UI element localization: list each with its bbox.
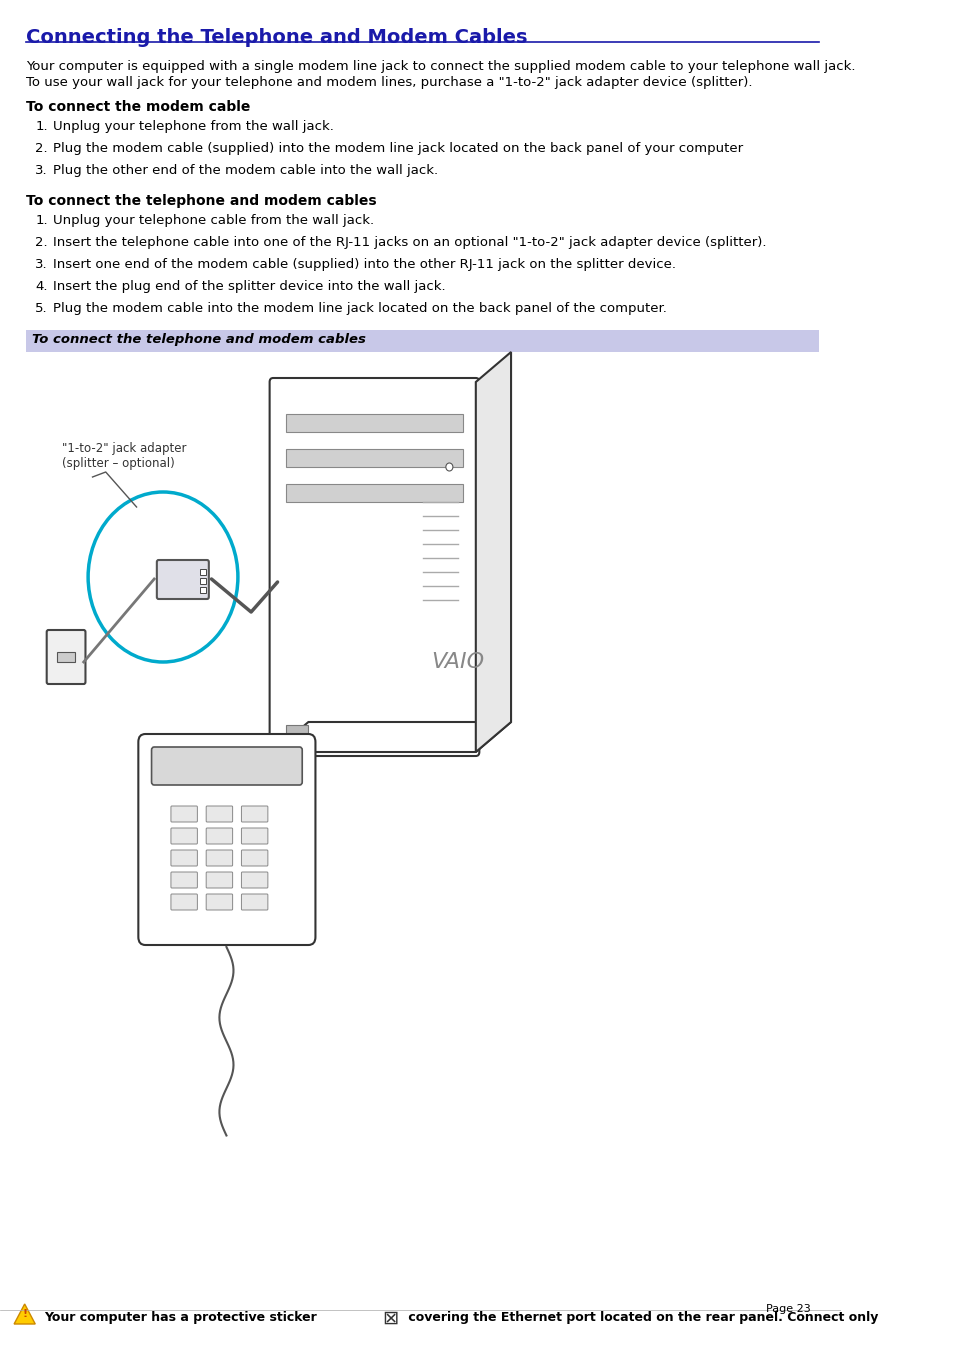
Polygon shape <box>14 1304 35 1324</box>
Bar <box>286 484 462 503</box>
Text: VAIO: VAIO <box>432 653 484 671</box>
Bar <box>200 578 206 584</box>
FancyBboxPatch shape <box>206 850 233 866</box>
FancyBboxPatch shape <box>171 850 197 866</box>
Text: To connect the telephone and modem cables: To connect the telephone and modem cable… <box>27 195 376 208</box>
FancyBboxPatch shape <box>138 734 315 944</box>
FancyBboxPatch shape <box>171 871 197 888</box>
FancyBboxPatch shape <box>241 828 268 844</box>
FancyBboxPatch shape <box>206 807 233 821</box>
Text: To connect the modem cable: To connect the modem cable <box>27 100 251 113</box>
Text: 2.: 2. <box>35 236 48 249</box>
Text: 3.: 3. <box>35 258 48 272</box>
Bar <box>200 569 206 576</box>
Bar <box>57 653 75 662</box>
Text: Page 23: Page 23 <box>765 1304 810 1315</box>
Bar <box>286 449 462 467</box>
Text: Connecting the Telephone and Modem Cables: Connecting the Telephone and Modem Cable… <box>27 28 527 47</box>
Text: 3.: 3. <box>35 163 48 177</box>
Text: Your computer is equipped with a single modem line jack to connect the supplied : Your computer is equipped with a single … <box>27 59 855 73</box>
Text: 1.: 1. <box>35 213 48 227</box>
Text: 4.: 4. <box>35 280 48 293</box>
FancyBboxPatch shape <box>206 894 233 911</box>
FancyBboxPatch shape <box>171 828 197 844</box>
Text: Insert the plug end of the splitter device into the wall jack.: Insert the plug end of the splitter devi… <box>52 280 445 293</box>
FancyBboxPatch shape <box>241 850 268 866</box>
FancyBboxPatch shape <box>47 630 86 684</box>
FancyBboxPatch shape <box>171 807 197 821</box>
FancyBboxPatch shape <box>270 378 478 757</box>
FancyBboxPatch shape <box>206 828 233 844</box>
Text: Unplug your telephone from the wall jack.: Unplug your telephone from the wall jack… <box>52 120 334 132</box>
Text: Plug the modem cable (supplied) into the modem line jack located on the back pan: Plug the modem cable (supplied) into the… <box>52 142 742 155</box>
Bar <box>200 586 206 593</box>
FancyBboxPatch shape <box>241 871 268 888</box>
Polygon shape <box>273 721 511 753</box>
FancyBboxPatch shape <box>27 330 819 353</box>
Text: !: ! <box>22 1309 28 1319</box>
Text: Insert one end of the modem cable (supplied) into the other RJ-11 jack on the sp: Insert one end of the modem cable (suppl… <box>52 258 675 272</box>
Circle shape <box>445 463 453 471</box>
FancyBboxPatch shape <box>241 807 268 821</box>
FancyBboxPatch shape <box>171 894 197 911</box>
FancyBboxPatch shape <box>206 871 233 888</box>
Text: "1-to-2" jack adapter
(splitter – optional): "1-to-2" jack adapter (splitter – option… <box>62 442 186 470</box>
Text: 5.: 5. <box>35 303 48 315</box>
Text: Your computer has a protective sticker: Your computer has a protective sticker <box>44 1312 316 1324</box>
Text: Plug the other end of the modem cable into the wall jack.: Plug the other end of the modem cable in… <box>52 163 437 177</box>
Text: To use your wall jack for your telephone and modem lines, purchase a "1-to-2" ja: To use your wall jack for your telephone… <box>27 76 752 89</box>
Polygon shape <box>476 353 511 753</box>
Text: ⊠: ⊠ <box>382 1309 398 1328</box>
Text: To connect the telephone and modem cables: To connect the telephone and modem cable… <box>31 332 365 346</box>
Bar <box>286 725 308 738</box>
Text: covering the Ethernet port located on the rear panel. Connect only: covering the Ethernet port located on th… <box>404 1312 878 1324</box>
Text: 2.: 2. <box>35 142 48 155</box>
Text: Plug the modem cable into the modem line jack located on the back panel of the c: Plug the modem cable into the modem line… <box>52 303 666 315</box>
Text: Unplug your telephone cable from the wall jack.: Unplug your telephone cable from the wal… <box>52 213 374 227</box>
Bar <box>286 413 462 432</box>
FancyBboxPatch shape <box>156 561 209 598</box>
Text: 1.: 1. <box>35 120 48 132</box>
Text: Insert the telephone cable into one of the RJ-11 jacks on an optional "1-to-2" j: Insert the telephone cable into one of t… <box>52 236 765 249</box>
FancyBboxPatch shape <box>241 894 268 911</box>
FancyBboxPatch shape <box>152 747 302 785</box>
